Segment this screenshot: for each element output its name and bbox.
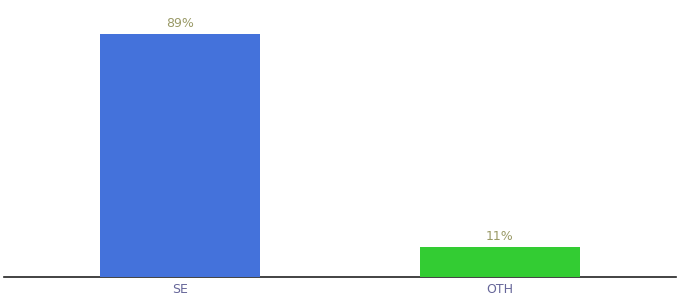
- Bar: [100, 34, 260, 277]
- Text: 11%: 11%: [486, 230, 514, 243]
- Bar: [420, 247, 580, 277]
- Text: 89%: 89%: [166, 17, 194, 30]
